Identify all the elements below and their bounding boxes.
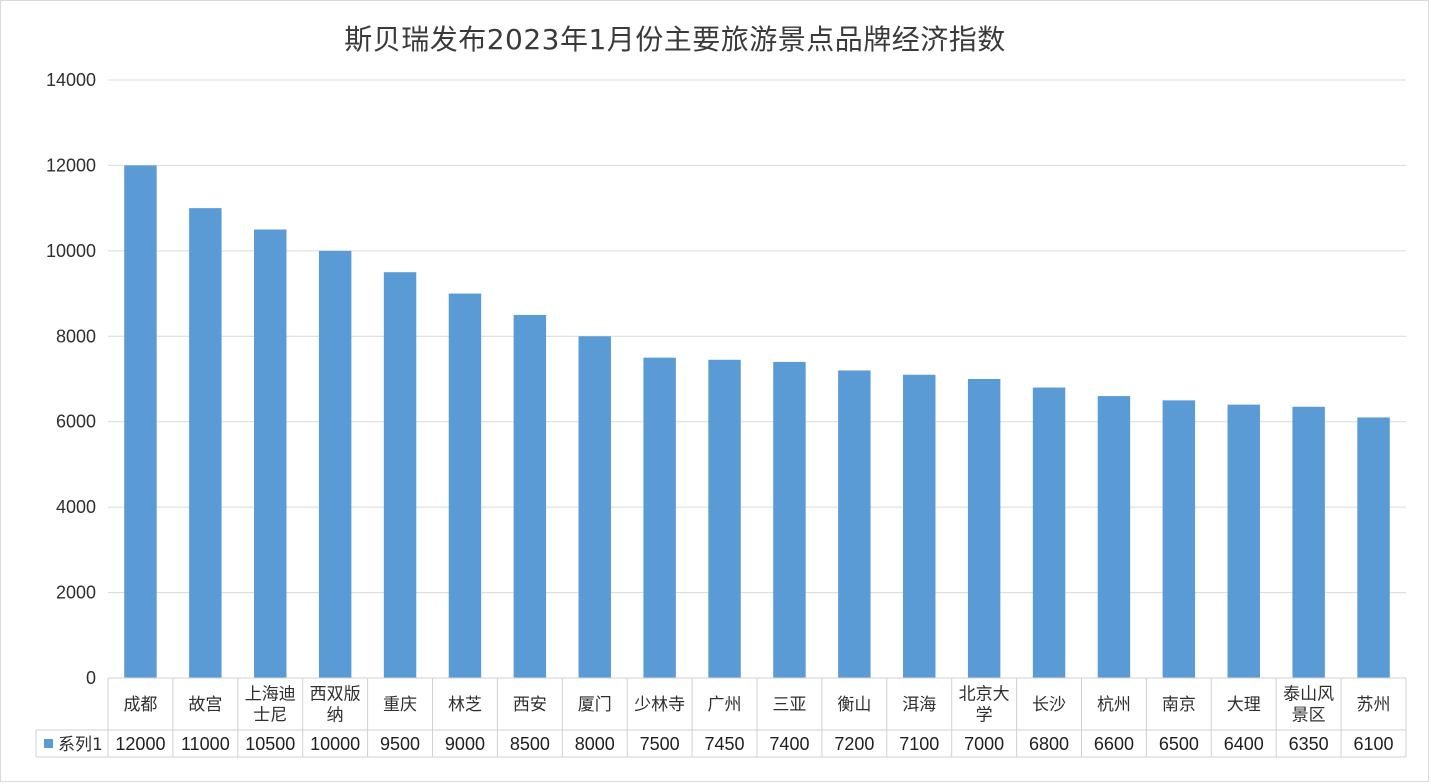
data-label: 6400 (1224, 734, 1264, 754)
category-label: 重庆 (383, 695, 417, 715)
category-label: 上海迪 (245, 685, 296, 705)
category-label: 大理 (1227, 695, 1261, 715)
data-label: 8500 (510, 734, 550, 754)
y-tick-label: 6000 (56, 412, 96, 432)
bar (318, 250, 352, 678)
bar (513, 314, 547, 678)
category-label: 苏州 (1357, 695, 1391, 715)
category-label: 成都 (123, 695, 157, 715)
bar (773, 361, 806, 678)
data-label: 6500 (1159, 734, 1199, 754)
category-label: 士尼 (253, 706, 287, 726)
category-label: 纳 (327, 706, 344, 726)
data-label: 7200 (834, 734, 874, 754)
category-label: 景区 (1292, 706, 1326, 726)
chart-title: 斯贝瑞发布2023年1月份主要旅游景点品牌经济指数 (344, 23, 1006, 56)
data-label: 7400 (769, 734, 809, 754)
data-label: 6800 (1029, 734, 1069, 754)
category-label: 三亚 (772, 695, 806, 715)
data-label: 6600 (1094, 734, 1134, 754)
category-label: 广州 (708, 695, 742, 715)
bar (1162, 400, 1196, 678)
data-label: 7450 (705, 734, 745, 754)
data-label: 9000 (445, 734, 485, 754)
bar (708, 359, 741, 678)
category-label: 杭州 (1097, 695, 1131, 715)
data-label: 9500 (380, 734, 420, 754)
bar (1097, 396, 1131, 678)
category-label: 洱海 (902, 695, 936, 715)
data-label: 7500 (640, 734, 680, 754)
data-label: 10000 (310, 734, 360, 754)
category-label: 厦门 (578, 695, 612, 715)
data-label: 8000 (575, 734, 615, 754)
category-label: 西安 (513, 695, 547, 715)
bar (383, 272, 417, 678)
y-tick-label: 8000 (56, 326, 96, 346)
y-tick-label: 4000 (56, 497, 96, 517)
bar (838, 370, 871, 678)
y-tick-label: 10000 (46, 241, 96, 261)
data-label: 10500 (245, 734, 295, 754)
bar (448, 293, 482, 678)
category-label: 西双版 (310, 685, 361, 705)
category-label: 北京大 (959, 685, 1010, 705)
bar (1032, 387, 1066, 678)
data-label: 6350 (1289, 734, 1329, 754)
data-label: 12000 (115, 734, 165, 754)
y-tick-label: 14000 (46, 70, 96, 90)
category-label: 长沙 (1032, 695, 1066, 715)
category-label: 泰山风 (1283, 685, 1334, 705)
data-label: 6100 (1354, 734, 1394, 754)
bar (967, 379, 1001, 678)
y-tick-label: 12000 (46, 155, 96, 175)
category-label: 少林寺 (634, 695, 685, 715)
bar (1227, 404, 1260, 678)
category-label: 衡山 (837, 695, 871, 715)
bar (254, 229, 287, 678)
bar (1357, 417, 1390, 678)
bar (1292, 406, 1325, 678)
bar (124, 165, 157, 678)
y-tick-label: 0 (86, 668, 96, 688)
category-label: 学 (976, 706, 993, 726)
category-label: 南京 (1162, 695, 1196, 715)
data-label: 11000 (181, 734, 230, 754)
bar (643, 357, 676, 678)
y-tick-label: 2000 (56, 583, 96, 603)
data-label: 7100 (899, 734, 939, 754)
category-label: 林芝 (448, 695, 482, 715)
bar (578, 336, 611, 678)
bar (189, 208, 222, 678)
legend-label: 系列1 (58, 735, 103, 755)
data-label: 7000 (964, 734, 1004, 754)
bar (903, 374, 936, 678)
legend-swatch (44, 739, 53, 748)
category-label: 故宫 (188, 695, 222, 715)
